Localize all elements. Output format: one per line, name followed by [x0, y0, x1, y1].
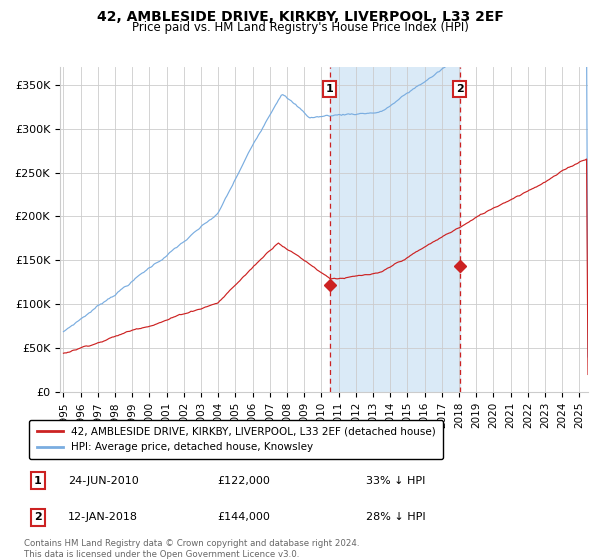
Legend: 42, AMBLESIDE DRIVE, KIRKBY, LIVERPOOL, L33 2EF (detached house), HPI: Average p: 42, AMBLESIDE DRIVE, KIRKBY, LIVERPOOL, …	[29, 419, 443, 460]
Text: 12-JAN-2018: 12-JAN-2018	[68, 512, 138, 522]
Text: 2: 2	[34, 512, 41, 522]
Text: £122,000: £122,000	[217, 476, 270, 486]
Text: 24-JUN-2010: 24-JUN-2010	[68, 476, 139, 486]
Text: 33% ↓ HPI: 33% ↓ HPI	[366, 476, 425, 486]
Text: £144,000: £144,000	[217, 512, 270, 522]
Text: Price paid vs. HM Land Registry's House Price Index (HPI): Price paid vs. HM Land Registry's House …	[131, 21, 469, 34]
Text: 2: 2	[456, 84, 464, 94]
Text: 1: 1	[326, 84, 334, 94]
Text: 42, AMBLESIDE DRIVE, KIRKBY, LIVERPOOL, L33 2EF: 42, AMBLESIDE DRIVE, KIRKBY, LIVERPOOL, …	[97, 10, 503, 24]
Bar	[329, 67, 460, 392]
Text: 28% ↓ HPI: 28% ↓ HPI	[366, 512, 426, 522]
Text: 1: 1	[34, 476, 41, 486]
Text: Contains HM Land Registry data © Crown copyright and database right 2024.
This d: Contains HM Land Registry data © Crown c…	[24, 539, 359, 559]
